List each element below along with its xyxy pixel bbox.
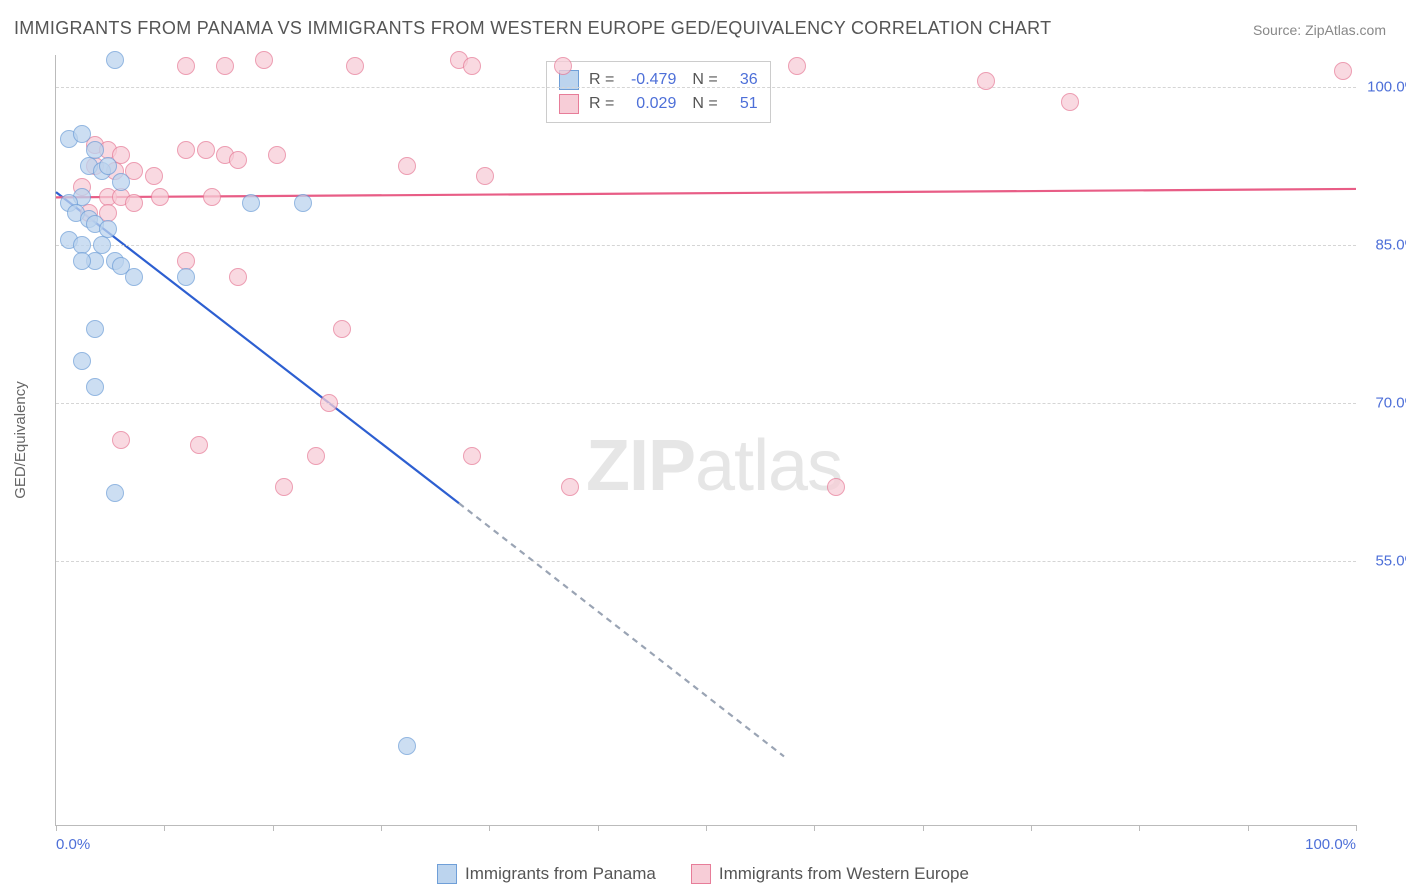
legend-row-panama: R = -0.479 N = 36 <box>559 68 758 92</box>
point-weurope <box>476 167 494 185</box>
y-axis-label: GED/Equivalency <box>12 381 29 499</box>
point-panama <box>73 352 91 370</box>
point-weurope <box>346 57 364 75</box>
point-panama <box>99 157 117 175</box>
point-panama <box>73 125 91 143</box>
point-weurope <box>190 436 208 454</box>
trend-lines <box>56 55 1356 825</box>
gridline <box>56 87 1356 88</box>
point-weurope <box>307 447 325 465</box>
point-panama <box>106 484 124 502</box>
n-value-panama: 36 <box>728 68 758 92</box>
swatch-weurope-bottom <box>691 864 711 884</box>
point-weurope <box>197 141 215 159</box>
point-panama <box>294 194 312 212</box>
legend-item-weurope: Immigrants from Western Europe <box>691 864 969 884</box>
point-weurope <box>268 146 286 164</box>
point-panama <box>398 737 416 755</box>
swatch-panama-bottom <box>437 864 457 884</box>
source-label: Source: ZipAtlas.com <box>1253 22 1386 38</box>
legend-label-panama: Immigrants from Panama <box>465 864 656 884</box>
point-weurope <box>229 268 247 286</box>
point-panama <box>125 268 143 286</box>
x-tick <box>56 825 57 831</box>
gridline <box>56 245 1356 246</box>
y-tick-label: 70.0% <box>1375 395 1406 412</box>
chart-title: IMMIGRANTS FROM PANAMA VS IMMIGRANTS FRO… <box>14 18 1051 39</box>
legend-bottom: Immigrants from Panama Immigrants from W… <box>0 864 1406 884</box>
point-weurope <box>177 141 195 159</box>
point-weurope <box>275 478 293 496</box>
x-tick <box>1031 825 1032 831</box>
point-weurope <box>788 57 806 75</box>
legend-correlation-box: R = -0.479 N = 36 R = 0.029 N = 51 <box>546 61 771 123</box>
point-weurope <box>554 57 572 75</box>
point-weurope <box>255 51 273 69</box>
point-panama <box>106 51 124 69</box>
x-tick <box>489 825 490 831</box>
point-weurope <box>561 478 579 496</box>
point-weurope <box>203 188 221 206</box>
point-weurope <box>112 431 130 449</box>
y-tick-label: 85.0% <box>1375 236 1406 253</box>
point-weurope <box>1334 62 1352 80</box>
x-tick <box>598 825 599 831</box>
point-weurope <box>398 157 416 175</box>
point-weurope <box>1061 93 1079 111</box>
scatter-chart: ZIPatlas R = -0.479 N = 36 R = 0.029 N =… <box>55 55 1356 826</box>
point-panama <box>177 268 195 286</box>
gridline <box>56 403 1356 404</box>
point-weurope <box>229 151 247 169</box>
point-panama <box>86 320 104 338</box>
gridline <box>56 561 1356 562</box>
r-value-weurope: 0.029 <box>624 92 676 116</box>
point-panama <box>86 378 104 396</box>
y-tick-label: 55.0% <box>1375 553 1406 570</box>
x-tick <box>814 825 815 831</box>
x-tick-label: 0.0% <box>56 836 90 853</box>
point-weurope <box>333 320 351 338</box>
point-panama <box>112 173 130 191</box>
x-tick <box>381 825 382 831</box>
x-tick <box>706 825 707 831</box>
point-weurope <box>216 57 234 75</box>
legend-item-panama: Immigrants from Panama <box>437 864 656 884</box>
x-tick <box>164 825 165 831</box>
point-weurope <box>977 72 995 90</box>
x-tick <box>273 825 274 831</box>
point-weurope <box>463 57 481 75</box>
point-weurope <box>320 394 338 412</box>
x-tick <box>1356 825 1357 831</box>
point-weurope <box>145 167 163 185</box>
legend-row-weurope: R = 0.029 N = 51 <box>559 92 758 116</box>
point-panama <box>73 252 91 270</box>
point-weurope <box>463 447 481 465</box>
point-panama <box>242 194 260 212</box>
n-value-weurope: 51 <box>728 92 758 116</box>
swatch-weurope <box>559 94 579 114</box>
x-tick <box>1248 825 1249 831</box>
r-value-panama: -0.479 <box>624 68 676 92</box>
point-weurope <box>125 194 143 212</box>
point-weurope <box>827 478 845 496</box>
x-tick <box>923 825 924 831</box>
point-weurope <box>151 188 169 206</box>
y-tick-label: 100.0% <box>1367 78 1406 95</box>
x-tick-label: 100.0% <box>1305 836 1356 853</box>
x-tick <box>1139 825 1140 831</box>
legend-label-weurope: Immigrants from Western Europe <box>719 864 969 884</box>
point-weurope <box>177 57 195 75</box>
